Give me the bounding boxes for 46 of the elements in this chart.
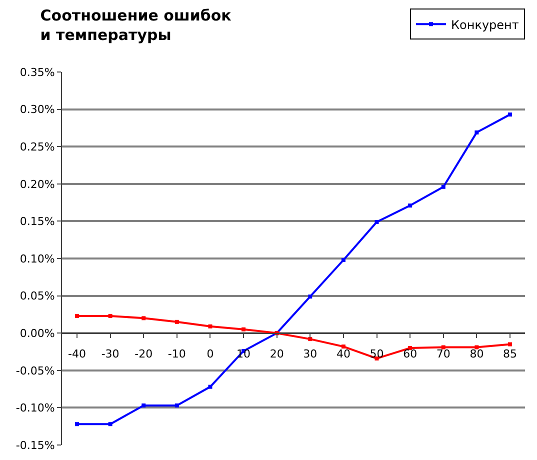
y-tick-label: -0.05% xyxy=(16,364,55,378)
point xyxy=(108,314,112,318)
y-tick-label: 0.10% xyxy=(20,252,55,266)
y-tick-label: 0.05% xyxy=(20,290,55,303)
x-tick-label: -40 xyxy=(68,347,86,360)
point xyxy=(208,324,212,328)
legend-label: Конкурент xyxy=(451,18,519,32)
point xyxy=(508,342,512,346)
point xyxy=(374,220,379,224)
x-tick-label: 20 xyxy=(270,347,284,360)
y-tick-label: 0.15% xyxy=(20,215,55,228)
point xyxy=(408,204,412,208)
point xyxy=(174,403,179,408)
y-tick-label: 0.25% xyxy=(20,140,55,154)
point xyxy=(508,112,512,117)
x-tick-label: 0 xyxy=(206,347,214,360)
point xyxy=(308,294,312,299)
point xyxy=(174,320,179,324)
x-tick-label: 85 xyxy=(503,347,518,360)
point xyxy=(142,316,146,320)
y-tick-label: -0.10% xyxy=(16,402,55,415)
x-tick-label: -10 xyxy=(168,347,186,360)
y-tick-label: 0.30% xyxy=(20,103,55,116)
point xyxy=(74,422,79,426)
x-tick-label: 80 xyxy=(470,347,484,360)
point xyxy=(441,184,446,189)
y-tick-label: 0.20% xyxy=(20,178,55,191)
x-tick-label: 40 xyxy=(336,347,350,360)
x-tick-label: 70 xyxy=(436,347,450,360)
point xyxy=(341,344,346,349)
point xyxy=(142,403,146,408)
y-tick-label: -0.15% xyxy=(16,438,55,452)
x-tick-label: 60 xyxy=(403,347,418,360)
x-tick-label: 30 xyxy=(303,347,318,360)
point xyxy=(242,327,246,332)
point xyxy=(474,130,479,134)
point xyxy=(308,337,312,342)
chart-title: Соотношение ошибок и температуры xyxy=(40,6,232,44)
point xyxy=(74,314,79,318)
x-tick-label: -30 xyxy=(101,347,120,360)
point xyxy=(341,258,346,262)
y-tick-label: 0.35% xyxy=(20,66,55,79)
x-tick-label: -20 xyxy=(134,347,153,360)
y-tick-label: 0.00% xyxy=(20,326,55,340)
point xyxy=(208,384,212,389)
point xyxy=(108,422,112,426)
